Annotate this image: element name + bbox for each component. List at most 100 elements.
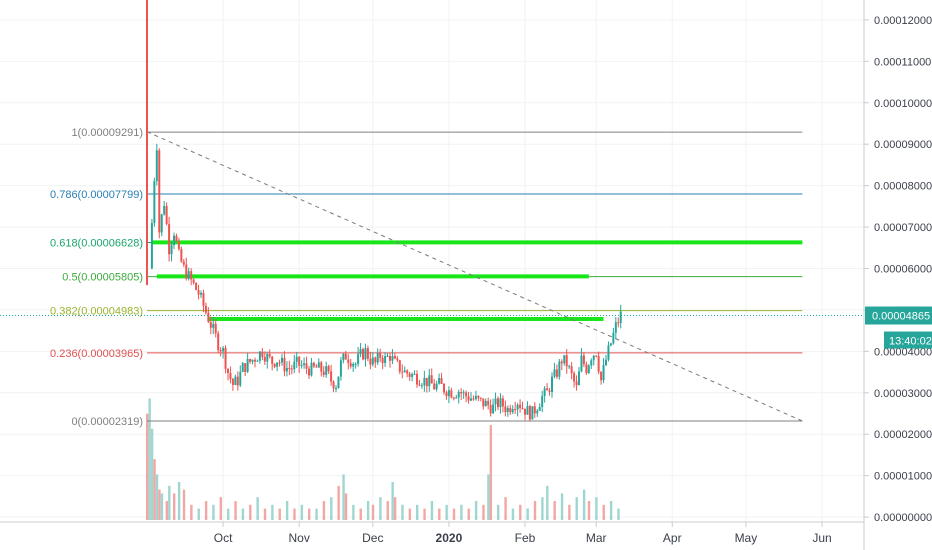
candle-body xyxy=(543,388,546,397)
candle-body xyxy=(175,235,178,242)
candle-body xyxy=(585,364,588,374)
candle-body xyxy=(185,264,188,279)
candle-body xyxy=(254,359,256,362)
volume-bar xyxy=(489,425,493,520)
candle-body xyxy=(374,357,377,363)
candle-body xyxy=(617,322,620,324)
volume-bar xyxy=(173,493,176,520)
price-tick-label: 0.00001000 xyxy=(874,471,932,483)
candle-body xyxy=(445,392,448,397)
candle-body xyxy=(425,377,428,387)
candle-body xyxy=(325,366,328,375)
candle-body xyxy=(320,362,323,372)
candle-body xyxy=(266,354,269,362)
candle-body xyxy=(568,366,571,368)
volume-bar xyxy=(519,504,522,520)
candle-body xyxy=(207,312,210,323)
candles xyxy=(146,0,622,422)
candle-body xyxy=(619,311,622,324)
candle-body xyxy=(204,305,207,313)
volume-bar xyxy=(352,504,355,520)
volume-bar xyxy=(391,482,394,520)
candle-body xyxy=(312,362,315,367)
volume-bar xyxy=(300,504,304,520)
candle-body xyxy=(435,383,438,390)
volume-bar xyxy=(197,508,200,520)
candle-body xyxy=(224,347,227,369)
candle-body xyxy=(396,358,399,361)
candle-body xyxy=(295,356,298,362)
candle-body xyxy=(605,359,607,366)
volume-bar xyxy=(285,501,289,520)
candle-body xyxy=(271,356,274,364)
candle-body xyxy=(474,395,477,400)
time-tick-label: Jun xyxy=(812,531,831,545)
volume-bar xyxy=(212,504,215,520)
green-support-lines[interactable] xyxy=(151,240,803,322)
candle-body xyxy=(381,357,384,364)
volume-bar xyxy=(308,508,311,520)
price-tick-label: 0.00000000 xyxy=(874,512,932,524)
candle-body xyxy=(386,355,389,357)
time-tick-label: Nov xyxy=(289,531,310,545)
candle-body xyxy=(607,345,610,360)
price-tick-label: 0.00003000 xyxy=(874,388,932,400)
candle-body xyxy=(401,371,404,373)
candle-body xyxy=(344,353,347,360)
candle-body xyxy=(393,355,396,359)
candle-body xyxy=(587,365,590,374)
time-tick-label: Dec xyxy=(362,531,383,545)
candle-body xyxy=(322,371,325,375)
candle-body xyxy=(531,406,534,420)
candle-body xyxy=(236,376,239,386)
volume-bar xyxy=(595,497,598,520)
candle-body xyxy=(241,363,244,372)
candle-body xyxy=(190,271,193,280)
volume-bar xyxy=(153,459,156,520)
candle-body xyxy=(423,377,426,386)
candle-body xyxy=(212,323,215,328)
candle-body xyxy=(293,361,296,370)
candle-body xyxy=(359,349,362,355)
candle-body xyxy=(614,322,617,333)
volume-bar xyxy=(182,489,186,520)
volume-bar xyxy=(177,482,181,520)
candle-body xyxy=(433,383,436,390)
candle-body xyxy=(403,370,406,373)
candle-body xyxy=(229,372,232,379)
volume-bar xyxy=(249,504,252,520)
volume-bar xyxy=(474,501,478,520)
price-tick-label: 0.00012000 xyxy=(874,15,932,27)
candle-body xyxy=(298,356,301,366)
volume-bar xyxy=(278,508,281,520)
volume-bar xyxy=(467,508,470,520)
candle-body xyxy=(521,407,524,409)
volume-bar xyxy=(315,508,318,520)
candle-body xyxy=(506,408,509,413)
volume-bar xyxy=(617,508,620,520)
volume-bar xyxy=(553,501,556,520)
candle-body xyxy=(349,362,352,367)
volume-bar xyxy=(359,508,362,520)
candle-body xyxy=(477,395,480,398)
candle-body xyxy=(462,392,465,394)
candle-body xyxy=(300,365,303,367)
volume-bar xyxy=(155,474,159,520)
candle-body xyxy=(391,355,394,361)
price-tick-label: 0.00007000 xyxy=(874,222,932,234)
candle-body xyxy=(256,360,259,362)
candle-body xyxy=(261,351,264,358)
volume-bar xyxy=(430,501,434,520)
volume-bar xyxy=(330,497,333,520)
candle-body xyxy=(570,366,573,374)
candle-body xyxy=(580,355,583,372)
candle-body xyxy=(337,376,340,389)
volume-bar xyxy=(271,504,274,520)
volume-bar xyxy=(541,497,544,520)
candle-body xyxy=(357,354,360,364)
volume-bar xyxy=(366,501,370,520)
candle-body xyxy=(163,206,166,215)
candle-body xyxy=(222,347,225,352)
volume-bar xyxy=(158,489,161,520)
